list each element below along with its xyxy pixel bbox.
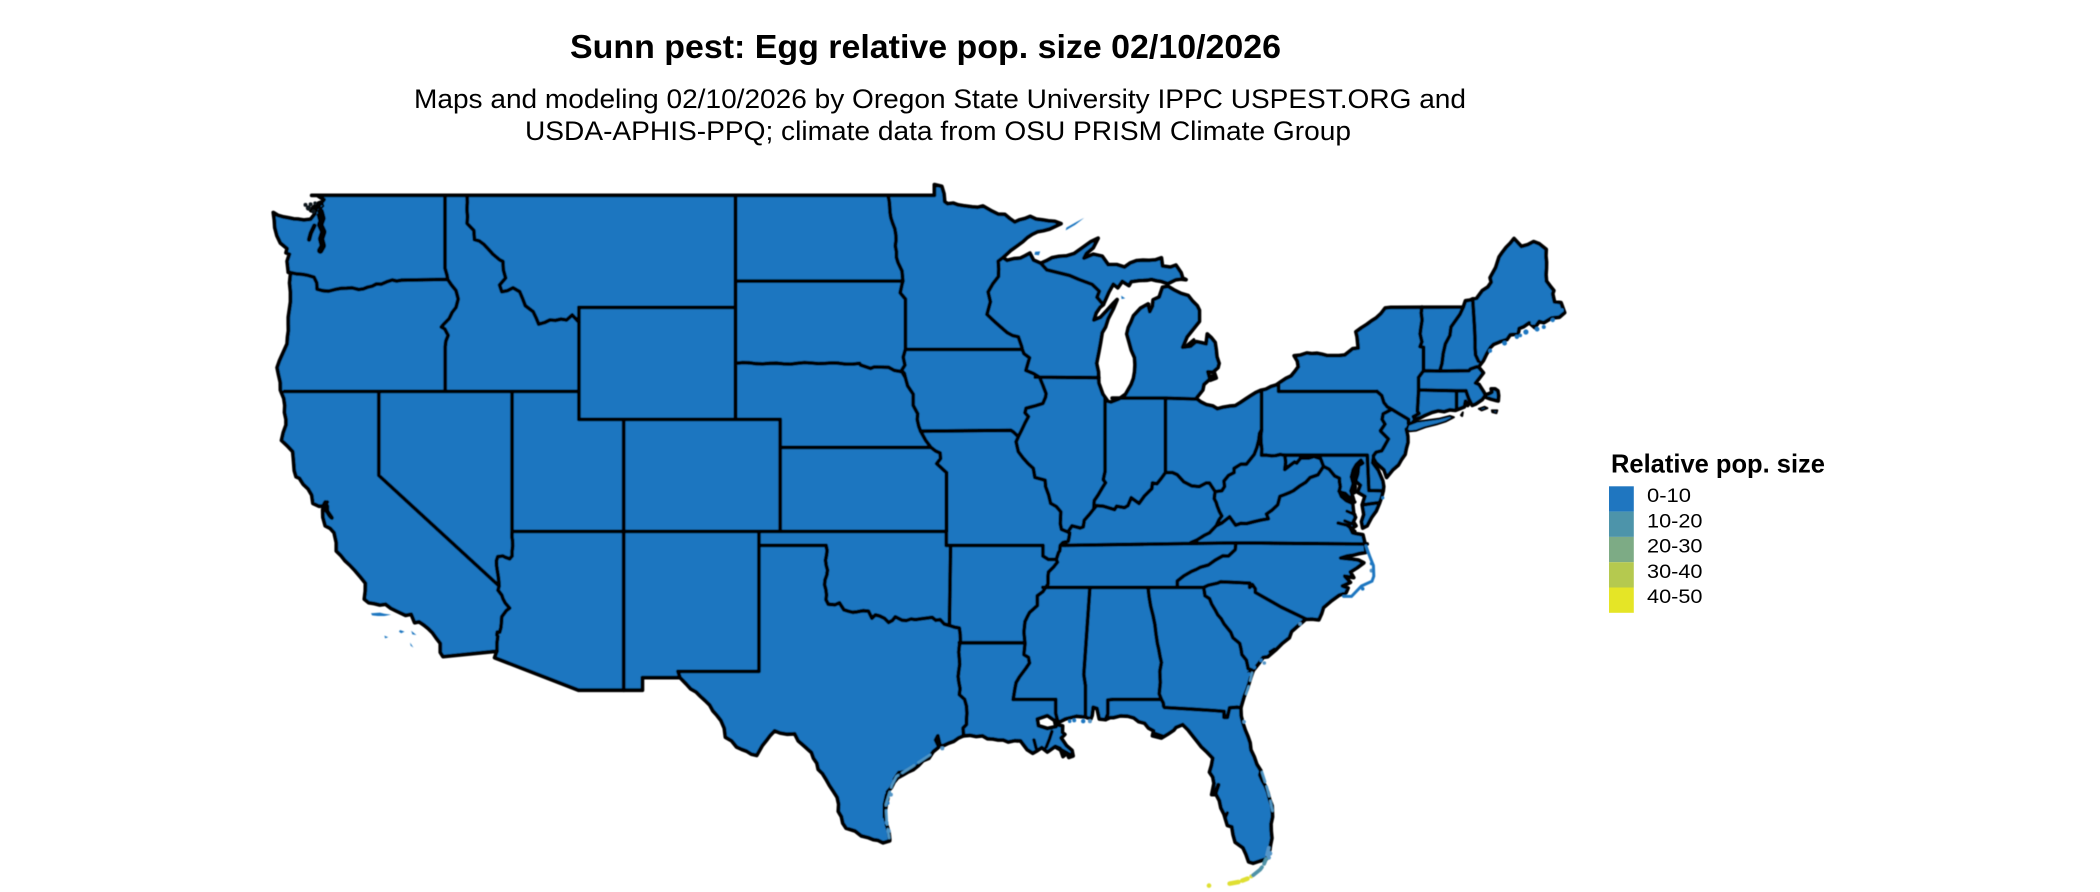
svg-text:20-30: 20-30 — [1647, 536, 1703, 558]
svg-text:Relative pop. size: Relative pop. size — [1611, 449, 1825, 479]
svg-text:30-40: 30-40 — [1647, 561, 1703, 583]
svg-text:10-20: 10-20 — [1647, 510, 1703, 532]
svg-text:0-10: 0-10 — [1647, 485, 1691, 507]
svg-text:Sunn pest: Egg relative pop. s: Sunn pest: Egg relative pop. size 02/10/… — [570, 28, 1281, 65]
svg-text:USDA-APHIS-PPQ; climate data f: USDA-APHIS-PPQ; climate data from OSU PR… — [525, 116, 1351, 146]
svg-text:40-50: 40-50 — [1647, 586, 1703, 608]
svg-text:Maps and modeling 02/10/2026 b: Maps and modeling 02/10/2026 by Oregon S… — [414, 84, 1466, 114]
